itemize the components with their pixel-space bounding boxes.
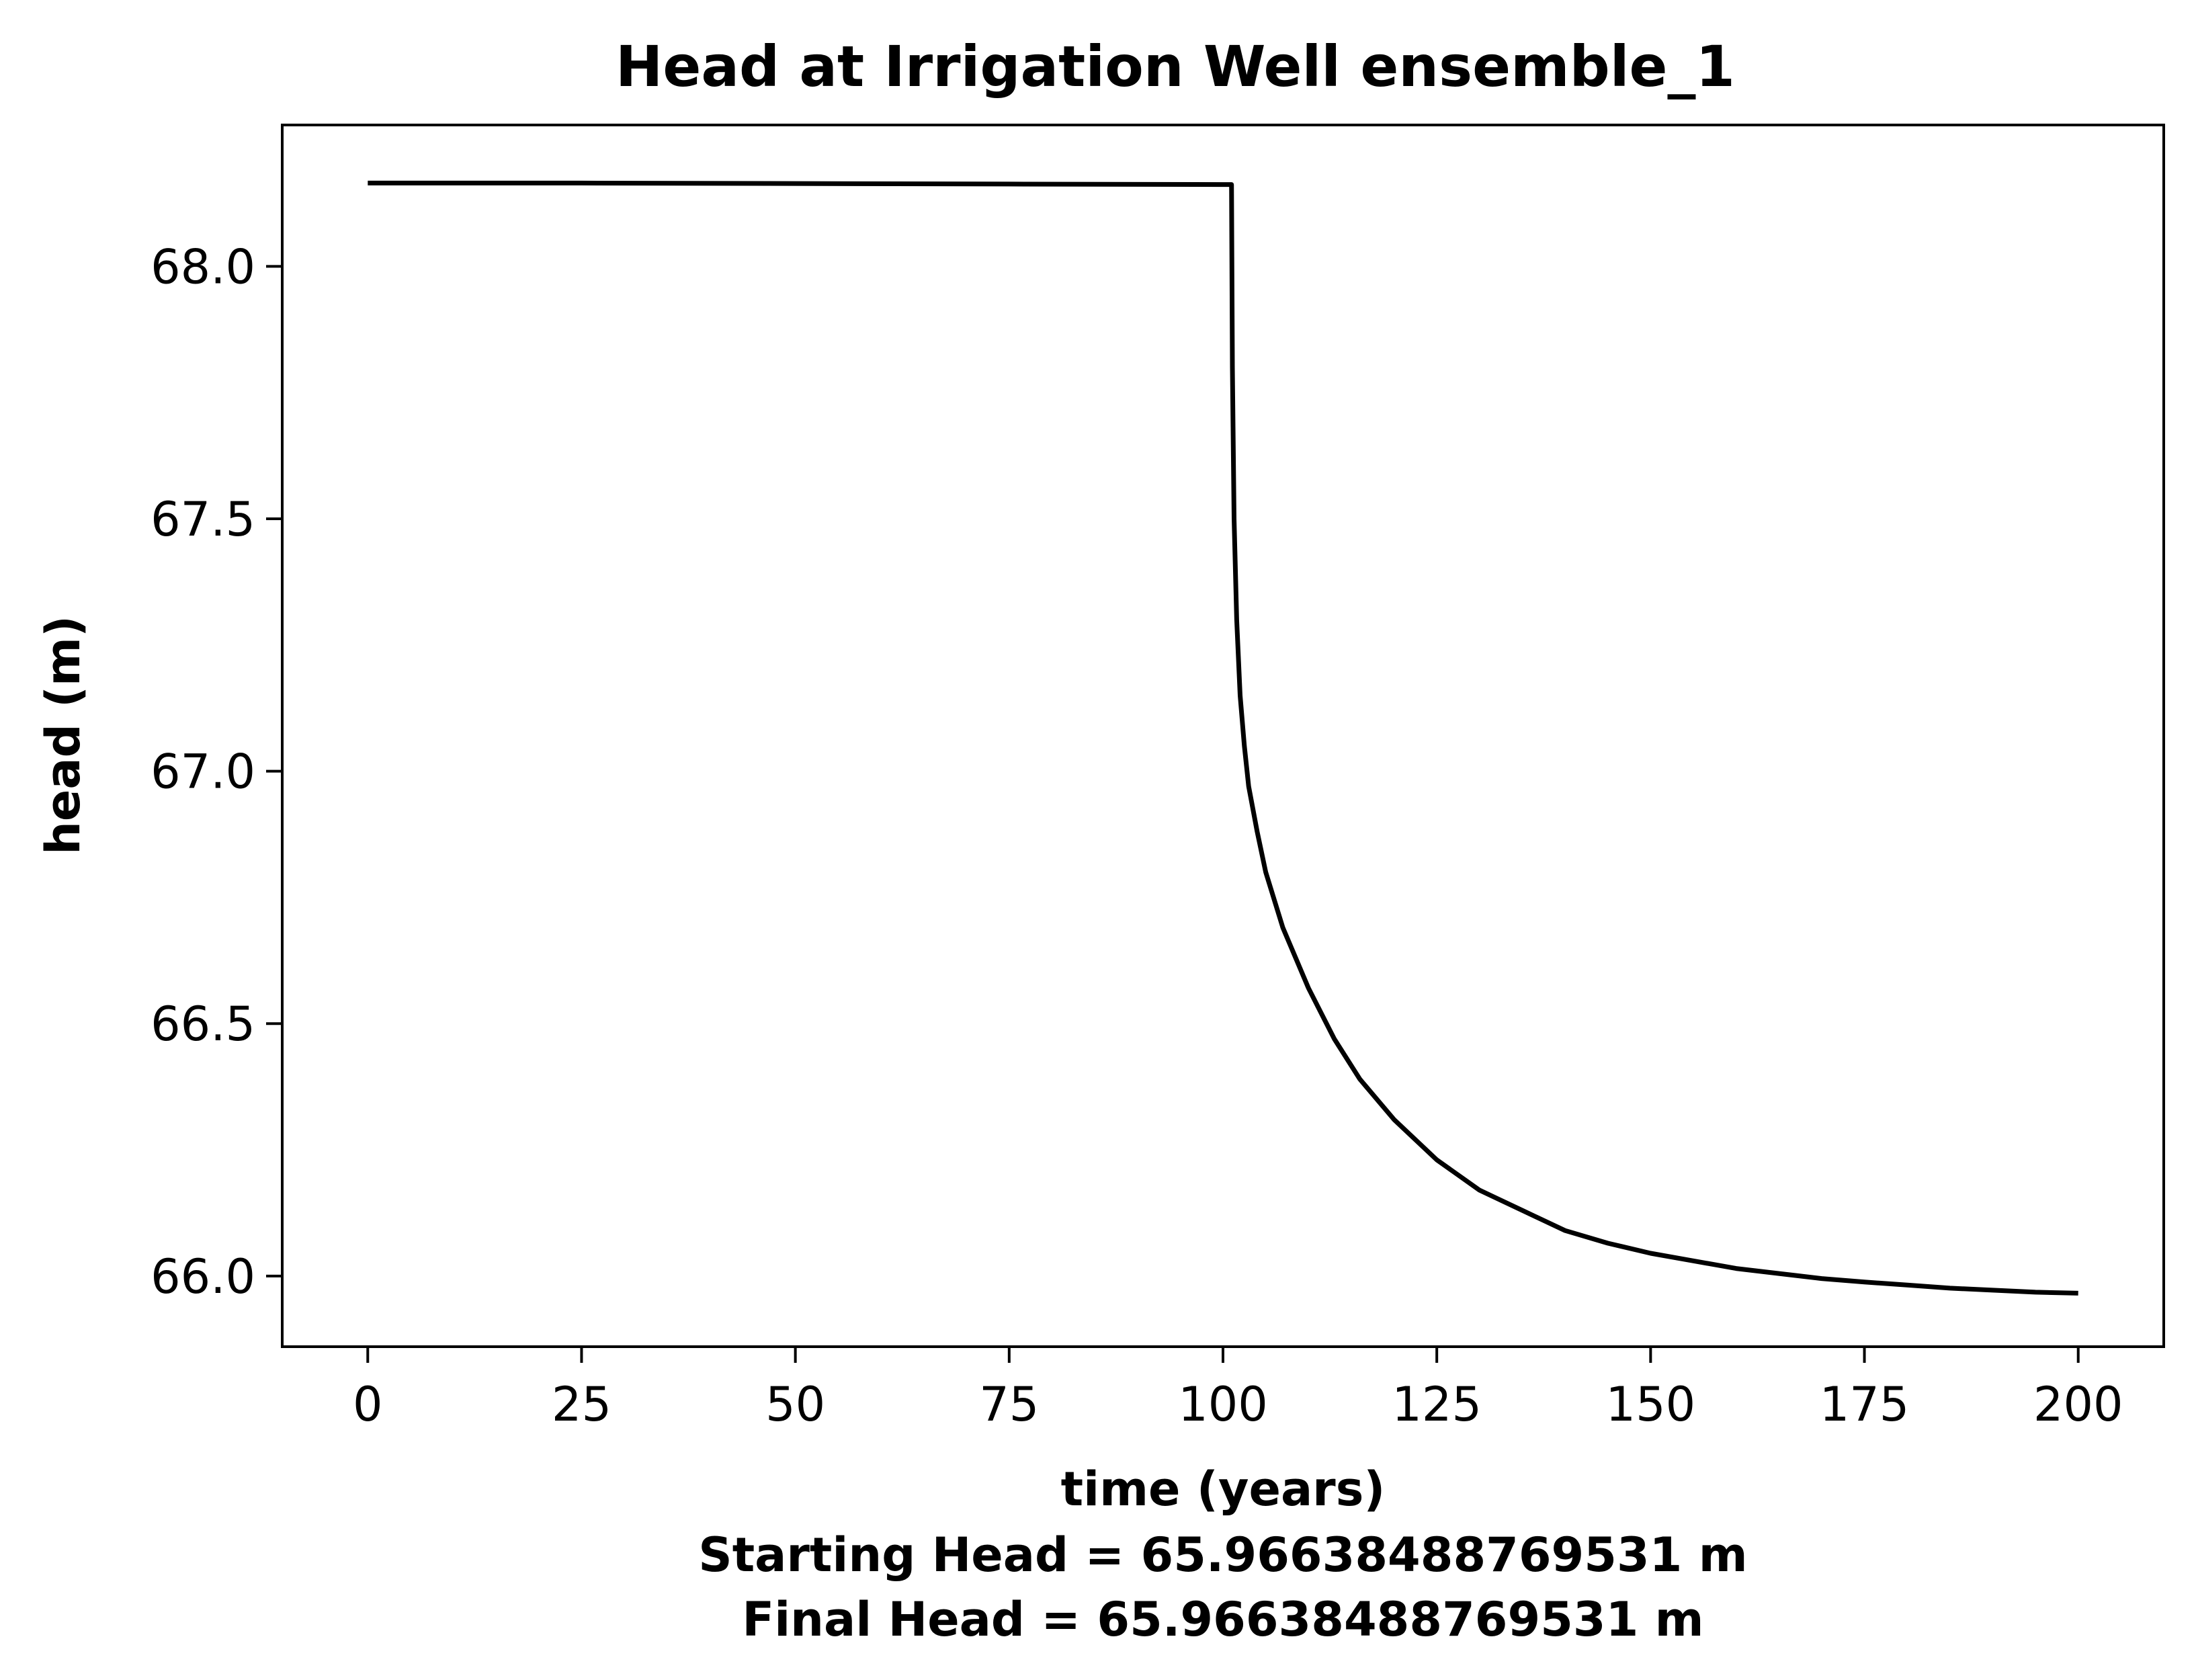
y-axis-label: head (m) [36,616,91,855]
x-tick-label: 100 [1178,1377,1268,1432]
x-tick-label: 75 [979,1377,1039,1432]
caption-starting-head: Starting Head = 65.96638488769531 m [698,1527,1747,1583]
chart-title: Head at Irrigation Well ensemble_1 [616,34,1735,99]
x-tick-label: 175 [1820,1377,1910,1432]
y-tick-label: 66.5 [151,997,255,1052]
series-line-0 [368,180,2078,1296]
x-tick-label: 200 [2033,1377,2123,1432]
caption-final-head: Final Head = 65.96638488769531 m [742,1592,1703,1647]
plot-lines [368,180,2078,1296]
y-tick-label: 67.0 [151,745,255,800]
x-tick-label: 125 [1392,1377,1482,1432]
x-tick-label: 150 [1606,1377,1696,1432]
x-tick-label: 50 [765,1377,825,1432]
x-axis-label: time (years) [1061,1462,1386,1517]
y-tick-label: 68.0 [151,239,255,294]
x-axis-ticks: 0 25 50 75 100 125 150 175 200 [353,1347,2123,1432]
y-tick-label: 66.0 [151,1249,255,1304]
y-axis-ticks: 66.0 66.5 67.0 67.5 68.0 [151,239,282,1304]
x-tick-label: 25 [552,1377,611,1432]
y-tick-label: 67.5 [151,492,255,547]
x-tick-label: 0 [353,1377,383,1432]
